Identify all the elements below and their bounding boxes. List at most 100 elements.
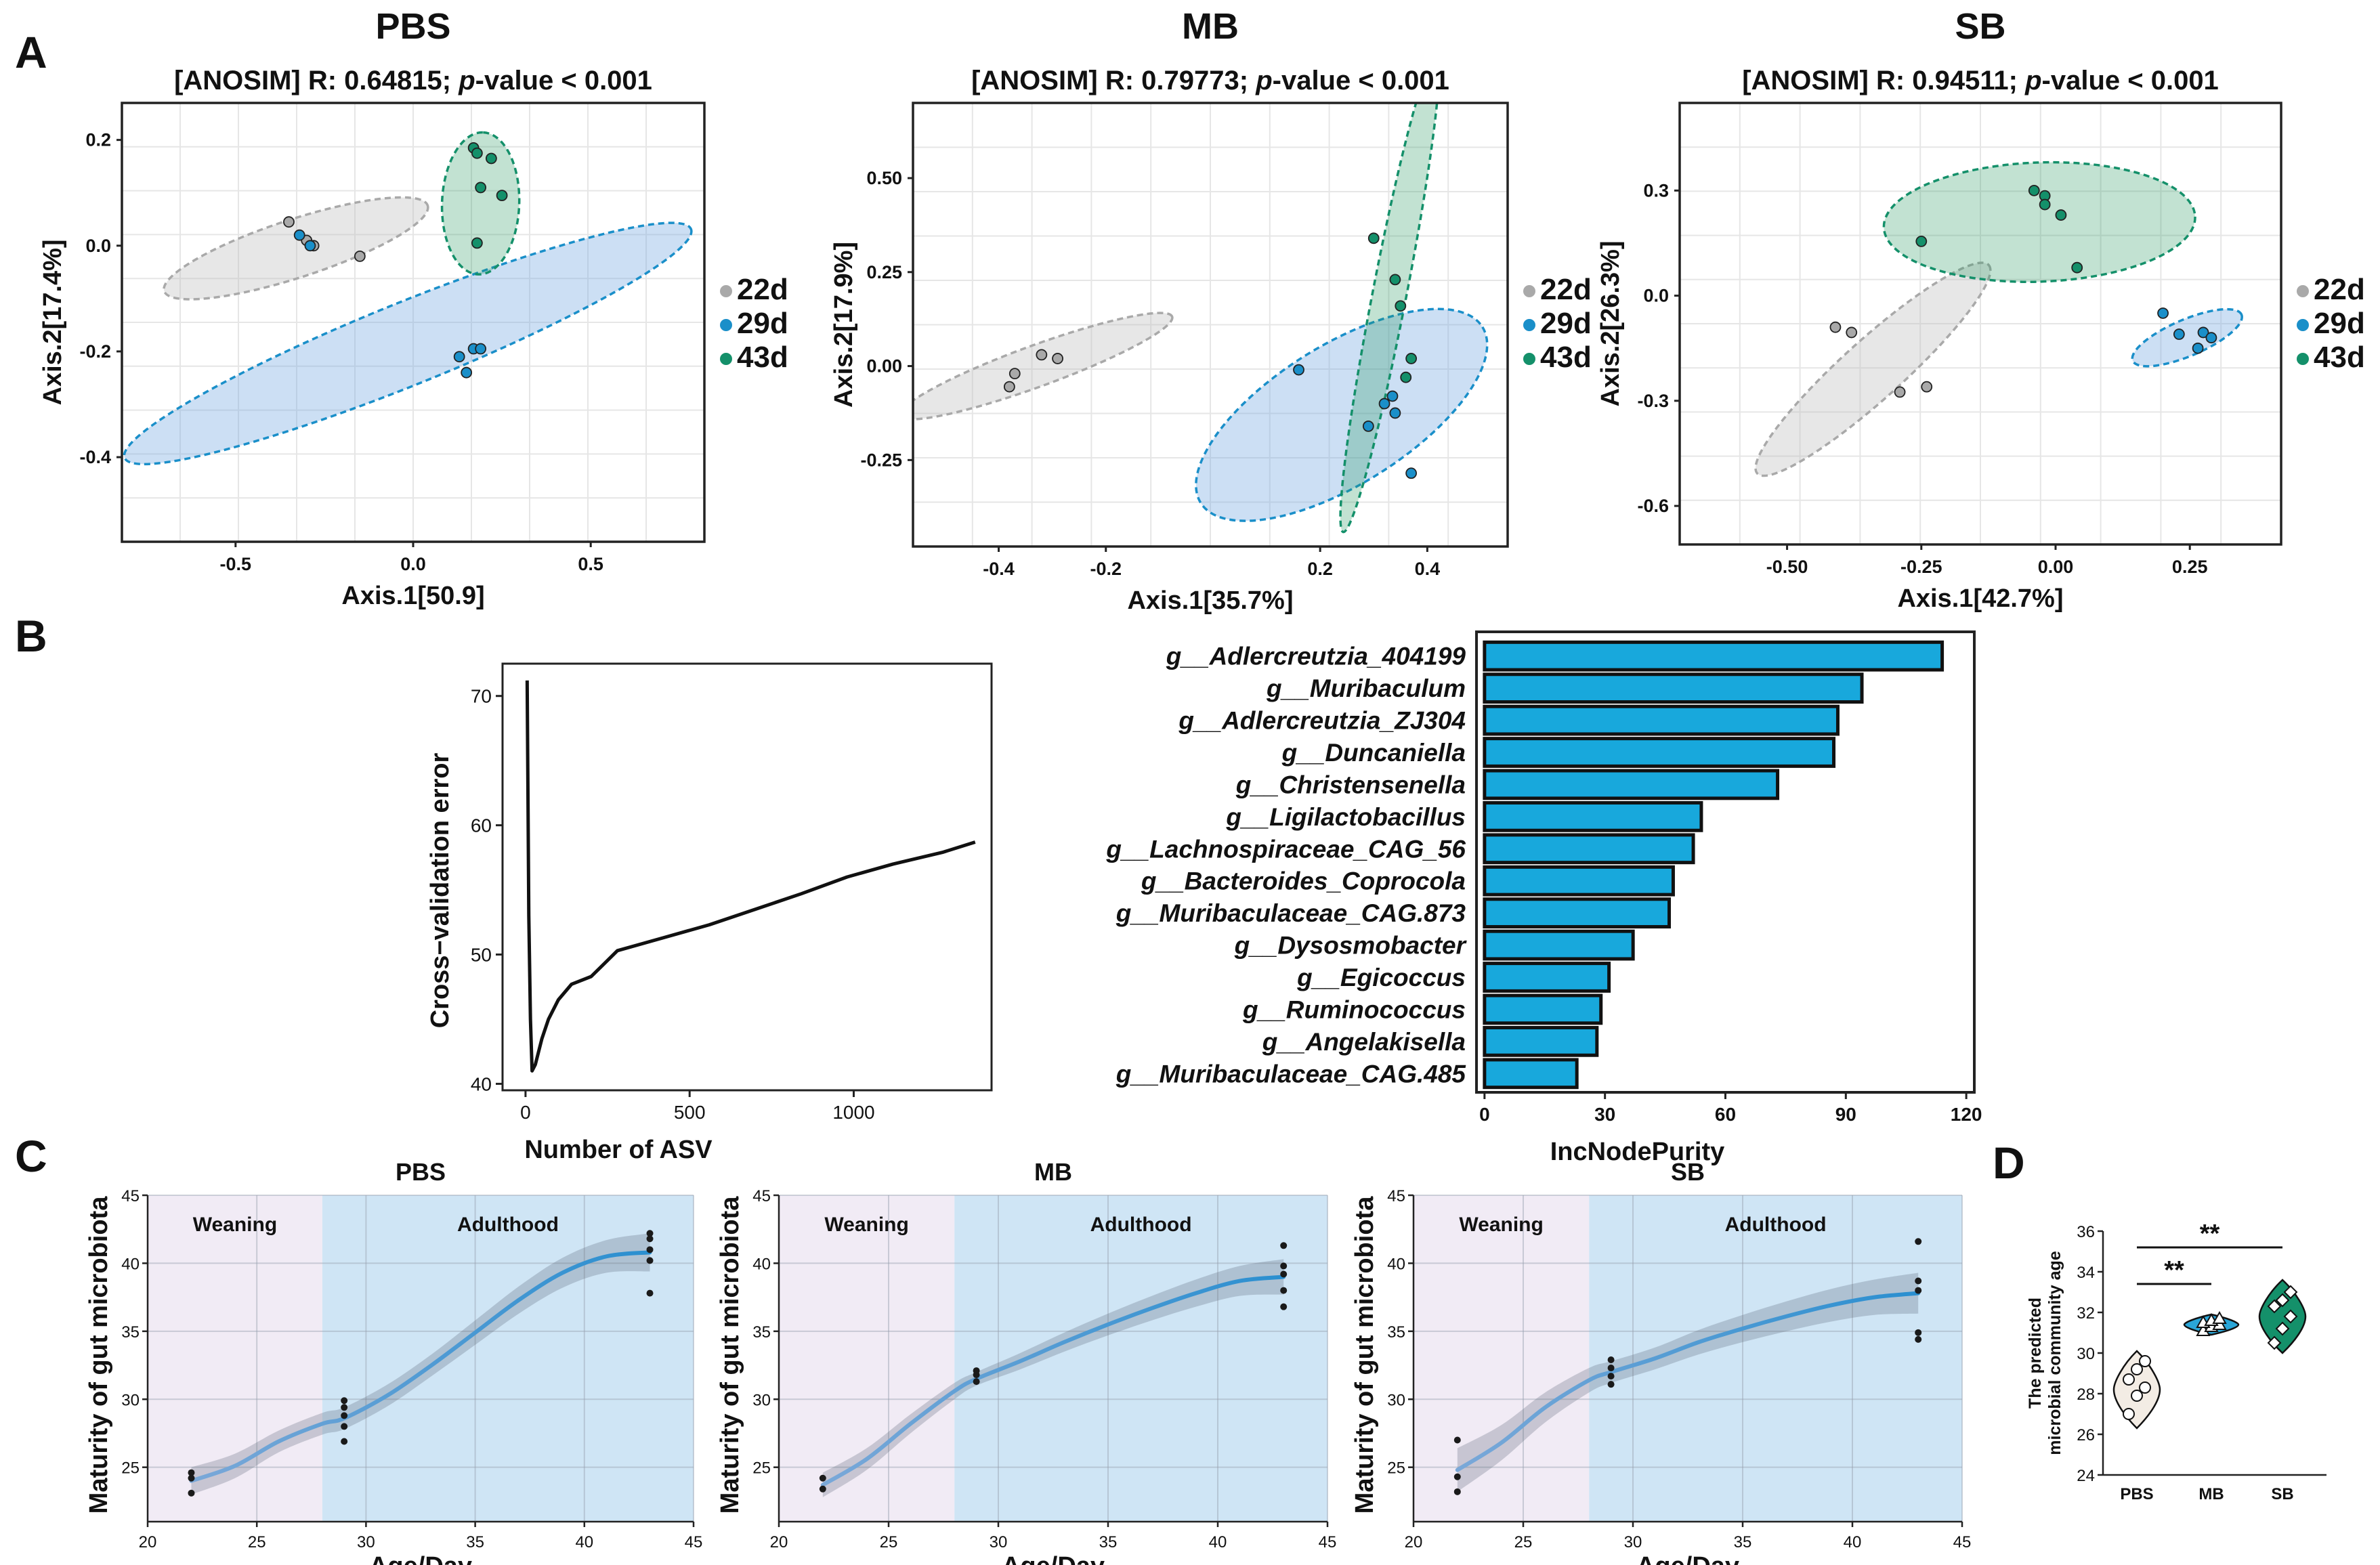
x-axis-label: Axis.1[50.9]: [341, 582, 484, 610]
x-tick-label: 0.2: [1307, 559, 1333, 579]
plot-title: PBS: [396, 1158, 446, 1186]
y-tick-label: 25: [1387, 1459, 1405, 1478]
pcoa-plot-pbs: PBS[ANOSIM] R: 0.64815; p-value < 0.001-…: [39, 6, 788, 610]
sample-point: [1915, 1329, 1922, 1336]
y-tick-label: 25: [752, 1459, 771, 1478]
confidence-ellipse-43d: [1882, 160, 2196, 283]
y-tick-label: 0.2: [85, 130, 111, 150]
x-tick-label: 1000: [832, 1102, 874, 1123]
x-tick-label: 30: [1594, 1104, 1615, 1125]
data-point: [2267, 1335, 2282, 1350]
x-tick-label: -0.2: [1090, 559, 1122, 579]
sample-point: [1453, 1473, 1461, 1480]
plot-title: PBS: [375, 6, 450, 47]
sample-point-43d: [2039, 198, 2051, 211]
panel-letter-c: C: [15, 1131, 47, 1181]
legend-label-22d: 22d: [2314, 273, 2365, 306]
x-tick-label: 20: [139, 1533, 157, 1551]
importance-bar: [1483, 929, 1635, 961]
sample-point-43d: [475, 181, 487, 194]
y-axis-label: Maturity of gut microbiota: [85, 1196, 113, 1514]
y-tick-label: 70: [471, 686, 492, 707]
x-tick-label: 25: [1514, 1533, 1533, 1551]
legend-marker-43d: [1523, 353, 1535, 365]
sample-point-43d: [1400, 371, 1412, 383]
legend-label-43d: 43d: [2314, 341, 2365, 374]
violin-plot: PBS MB SB ** ** 24 26 28 30 32 34 36 The predictedmi…: [2026, 1220, 2326, 1503]
pcoa-plot-sb: SB [ANOSIM] R: 0.94511; p-value < 0.001 -0…: [1596, 6, 2365, 613]
y-tick-label: 0.3: [1643, 180, 1669, 200]
sample-point-22d: [1921, 381, 1933, 393]
sample-point: [341, 1423, 348, 1430]
y-tick-label: 0.25: [866, 262, 902, 282]
y-tick-label: 50: [471, 945, 492, 966]
data-point: [2267, 1299, 2282, 1314]
legend-marker-29d: [720, 319, 732, 331]
sample-point-22d: [1008, 368, 1021, 380]
importance-bar: [1483, 1025, 1599, 1057]
sample-point-29d: [304, 240, 316, 252]
plot-frame: [501, 662, 993, 1092]
sample-point-43d: [1389, 274, 1401, 286]
y-tick-label: 35: [121, 1323, 140, 1342]
x-tick-label: 0.4: [1415, 559, 1441, 579]
feature-label: g__Lachnospiraceae_CAG_56: [1105, 835, 1466, 863]
x-tick-label: 20: [770, 1533, 788, 1551]
legend-marker-43d: [720, 353, 732, 365]
feature-label: g__Ligilactobacillus: [1225, 803, 1466, 831]
feature-label: g__Muribaculaceae_CAG.873: [1115, 899, 1466, 927]
x-tick-label: 0.0: [400, 554, 426, 574]
data-point: [2123, 1408, 2135, 1420]
panel-letter-b: B: [15, 611, 47, 661]
y-tick-label: 25: [121, 1459, 140, 1478]
sample-point: [973, 1367, 980, 1375]
plot-frame: [912, 102, 1509, 548]
sample-point: [341, 1412, 348, 1419]
subtitle-prefix: [ANOSIM] R: 0.94511;: [1742, 66, 2025, 95]
sample-point: [1607, 1356, 1615, 1364]
y-tick-label: 40: [121, 1255, 140, 1273]
sample-point: [646, 1257, 654, 1264]
confidence-ellipse-22d: [163, 196, 429, 301]
sample-point-29d: [1293, 364, 1304, 376]
x-tick-label: 0.5: [578, 554, 603, 574]
importance-bar: [1483, 672, 1864, 704]
data-point: [2139, 1381, 2151, 1394]
importance-bar: [1483, 962, 1611, 993]
x-tick-label: 30: [357, 1533, 375, 1551]
sample-point-29d: [1362, 420, 1374, 432]
sample-point-22d: [1846, 326, 1858, 339]
importance-bar: [1483, 704, 1840, 736]
sample-point: [819, 1474, 826, 1482]
data-point: [2283, 1285, 2298, 1300]
feature-label: g__Bacteroides_Coprocola: [1141, 867, 1466, 895]
data-point: [2275, 1321, 2290, 1336]
ellipse-layer: [123, 131, 693, 466]
y-axis-label: Cross−validation error: [426, 753, 454, 1029]
y-tick-label: -0.25: [860, 450, 902, 470]
x-tick-label: 90: [1835, 1104, 1856, 1125]
phase-label-weaning: Weaning: [1459, 1214, 1543, 1236]
y-axis-label: Axis.2[26.3%]: [1596, 240, 1625, 406]
panel-letter-a: A: [15, 27, 47, 77]
subtitle-prefix: [ANOSIM] R: 0.79773;: [971, 66, 1256, 95]
x-tick-label: PBS: [2120, 1485, 2153, 1503]
feature-label: g__Angelakisella: [1262, 1028, 1466, 1056]
sample-point: [646, 1246, 654, 1253]
legend-label-29d: 29d: [1540, 307, 1592, 340]
feature-label: g__Muribaculum: [1266, 674, 1466, 702]
x-tick-label: 30: [990, 1533, 1008, 1551]
significance-label: **: [2164, 1256, 2184, 1285]
x-axis-label: Age/Day: [1636, 1552, 1739, 1565]
sample-point: [1280, 1303, 1288, 1310]
sample-point-22d: [283, 216, 295, 228]
y-tick-label: 24: [2077, 1467, 2095, 1485]
feature-label: g__Muribaculaceae_CAG.485: [1115, 1060, 1467, 1088]
violin-SB: [2258, 1279, 2307, 1354]
sample-point: [1453, 1436, 1461, 1444]
phase-label-adulthood: Adulthood: [1090, 1214, 1192, 1236]
y-tick-label: 30: [752, 1391, 771, 1409]
sample-point: [819, 1485, 826, 1493]
sample-point-29d: [2197, 326, 2209, 339]
